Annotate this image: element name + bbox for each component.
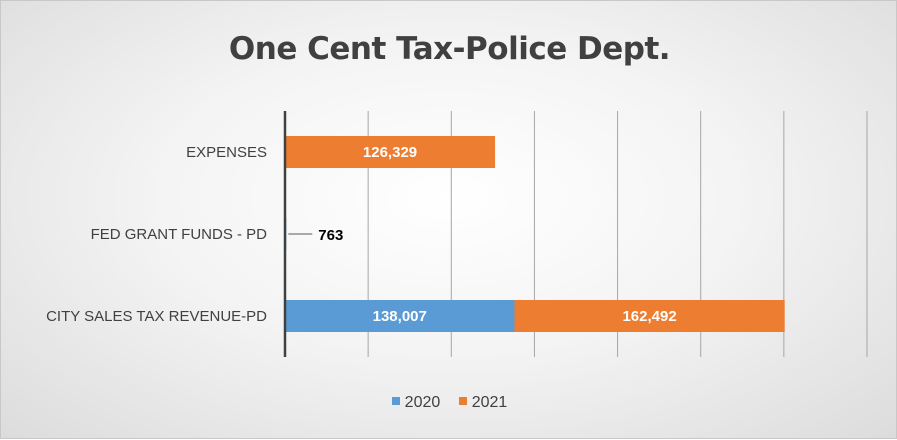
- data-label: 126,329: [363, 144, 417, 161]
- bar-2021: [514, 300, 785, 332]
- chart-legend: 2020 2021: [1, 394, 897, 412]
- legend-item-2021: 2021: [458, 394, 508, 412]
- category-label: CITY SALES TAX REVENUE-PD: [46, 308, 267, 325]
- data-label: 763: [318, 227, 343, 244]
- chart-title: One Cent Tax-Police Dept.: [228, 31, 671, 67]
- category-label: FED GRANT FUNDS - PD: [91, 226, 268, 243]
- data-label: 138,007: [373, 308, 427, 325]
- data-label: 162,492: [622, 308, 676, 325]
- category-label: EXPENSES: [186, 144, 267, 161]
- legend-swatch-2021: [458, 397, 467, 405]
- bar-2020: [285, 300, 515, 332]
- legend-item-2020: 2020: [391, 394, 441, 412]
- legend-swatch-2020: [391, 397, 400, 405]
- legend-label-2020: 2020: [404, 394, 441, 411]
- bar-2021: [285, 136, 496, 168]
- legend-label-2021: 2021: [471, 394, 508, 411]
